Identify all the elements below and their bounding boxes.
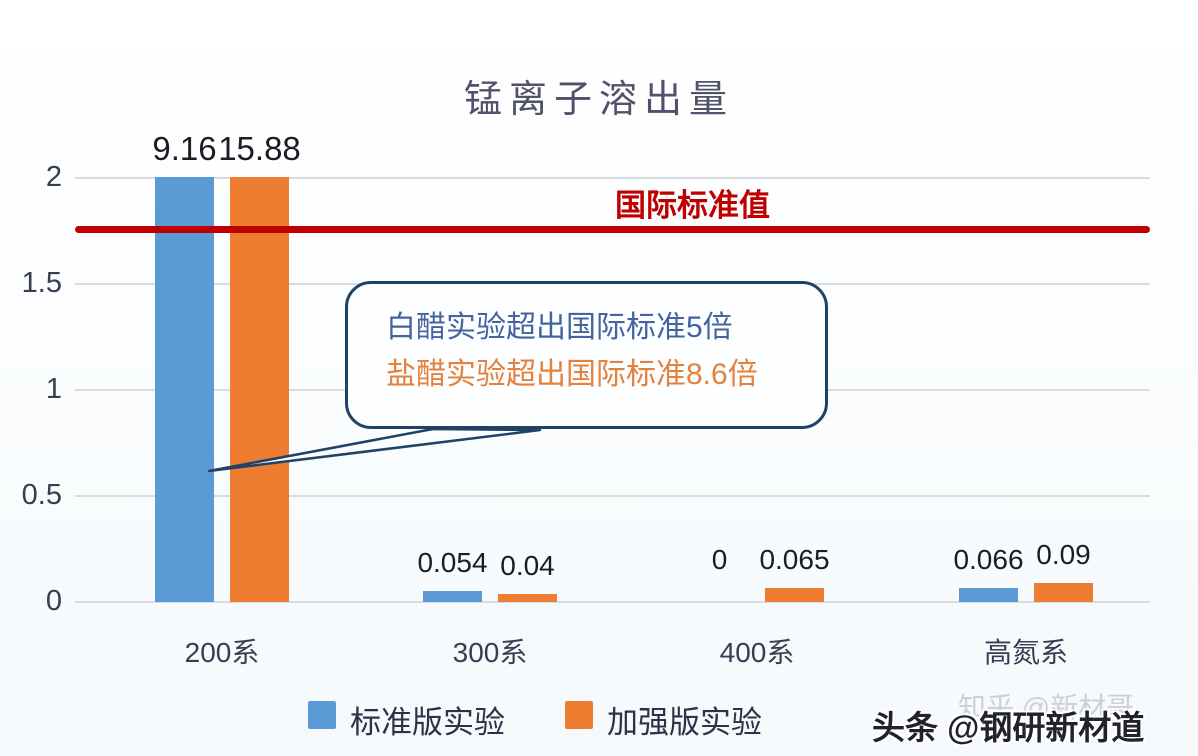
bar-加强版实验-300系: [498, 593, 557, 602]
gridline: [75, 601, 1150, 603]
y-axis-tick-label: 2: [45, 161, 62, 193]
callout-line-1: 白醋实验超出国际标准5倍: [386, 311, 733, 344]
value-label: 0.04: [500, 549, 555, 581]
value-label: 0.09: [1036, 538, 1091, 570]
y-axis-tick-label: 1.5: [21, 267, 62, 299]
watermark-secondary: 知乎 @新材哥: [958, 692, 1135, 723]
value-label: 0.066: [953, 544, 1024, 575]
callout-bubble: 白醋实验超出国际标准5倍 盐醋实验超出国际标准8.6倍: [345, 281, 828, 429]
value-label: 0.065: [759, 544, 830, 576]
value-label: 9.16: [152, 130, 217, 167]
gridline: [75, 177, 1150, 179]
bar-标准版实验-300系: [423, 590, 482, 602]
bar-加强版实验-200系: [230, 177, 289, 602]
bar-加强版实验-400系: [765, 588, 824, 602]
reference-line-label: 国际标准值: [615, 188, 770, 223]
watermark-primary: 头条 @钢研新材道: [872, 709, 1145, 746]
x-axis-label-200系: 200系: [184, 637, 260, 668]
bar-标准版实验-200系: [155, 177, 214, 602]
callout-line-2: 盐醋实验超出国际标准8.6倍: [386, 358, 758, 391]
legend-swatch-1: [308, 701, 336, 729]
y-axis-tick-label: 1: [45, 373, 62, 405]
legend-label-2: 加强版实验: [607, 705, 762, 740]
chart-title: 锰离子溶出量: [463, 79, 734, 121]
y-axis-tick-label: 0: [45, 585, 62, 617]
gridline: [75, 495, 1150, 497]
value-label: 15.88: [218, 130, 301, 167]
legend-label-1: 标准版实验: [350, 705, 505, 740]
legend-swatch-2: [565, 701, 593, 729]
y-axis-tick-label: 0.5: [21, 479, 62, 511]
value-label: 0: [711, 544, 728, 575]
reference-line: [75, 225, 1150, 233]
bar-标准版实验-高氮系: [959, 588, 1018, 602]
x-axis-label-300系: 300系: [452, 637, 528, 668]
value-label: 0.054: [417, 546, 488, 578]
x-axis-label-400系: 400系: [719, 637, 795, 668]
bar-加强版实验-高氮系: [1034, 582, 1093, 602]
x-axis-label-高氮系: 高氮系: [983, 637, 1068, 668]
